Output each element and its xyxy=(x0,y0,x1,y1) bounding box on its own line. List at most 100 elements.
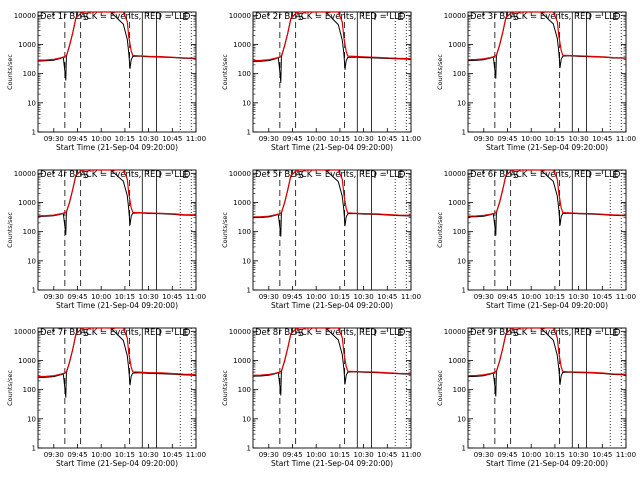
y-tick-label: 10 xyxy=(27,415,36,423)
y-tick-label: 100 xyxy=(23,386,36,394)
y-tick-label: 1000 xyxy=(448,41,466,49)
plot-frame xyxy=(252,11,412,133)
flag-mark-label: S xyxy=(83,12,89,23)
flag-mark-label: E xyxy=(397,328,403,339)
y-tick-label: 1000 xyxy=(448,199,466,207)
flag-mark-label: E xyxy=(182,12,188,23)
y-tick-label: 1000 xyxy=(233,41,251,49)
y-tick-label: 100 xyxy=(238,386,251,394)
lld-series-line xyxy=(37,11,197,61)
x-tick-label: 10:00 xyxy=(521,451,541,459)
y-tick-label: 1000 xyxy=(233,357,251,365)
flag-mark-label: I xyxy=(589,170,592,181)
x-tick-label: 10:15 xyxy=(330,135,350,143)
x-tick-label: 10:00 xyxy=(306,451,326,459)
x-axis-label: Start Time (21-Sep-04 09:20:00) xyxy=(56,301,178,310)
y-tick-label: 10000 xyxy=(444,328,466,336)
y-tick-label: 1000 xyxy=(18,41,36,49)
events-series-line xyxy=(37,327,197,398)
x-tick-label: 09:45 xyxy=(282,135,302,143)
y-tick-label: 10000 xyxy=(229,328,251,336)
x-tick-label: 09:30 xyxy=(44,135,64,143)
x-tick-label: 10:30 xyxy=(569,451,589,459)
y-tick-label: 10 xyxy=(457,415,466,423)
flag-mark-label: I xyxy=(374,328,377,339)
lld-series-line xyxy=(467,327,627,377)
events-series-line xyxy=(252,11,412,83)
plot-frame xyxy=(252,327,412,449)
x-axis-label: Start Time (21-Sep-04 09:20:00) xyxy=(271,143,393,152)
y-tick-label: 10 xyxy=(242,99,251,107)
y-tick-label: 1 xyxy=(247,129,251,137)
x-tick-label: 11:00 xyxy=(616,451,636,459)
flag-mark-label: S xyxy=(298,170,304,181)
flag-mark-label: S xyxy=(298,328,304,339)
x-tick-label: 10:30 xyxy=(354,451,374,459)
x-tick-label: 10:30 xyxy=(139,293,159,301)
x-tick-label: 10:15 xyxy=(115,135,135,143)
flag-mark-label: E xyxy=(612,170,618,181)
x-tick-label: 10:00 xyxy=(521,293,541,301)
flag-mark-label: I xyxy=(589,12,592,23)
x-tick-label: 09:45 xyxy=(67,451,87,459)
x-tick-label: 11:00 xyxy=(186,293,206,301)
flag-mark-label: I xyxy=(159,12,162,23)
lld-series-line xyxy=(467,11,627,61)
x-tick-label: 10:30 xyxy=(569,135,589,143)
y-tick-label: 10 xyxy=(242,415,251,423)
flag-mark-label: S xyxy=(513,12,519,23)
y-tick-label: 100 xyxy=(23,228,36,236)
y-axis-label: Counts/sec xyxy=(6,54,14,90)
y-tick-label: 1000 xyxy=(18,199,36,207)
y-axis-label: Counts/sec xyxy=(436,212,444,248)
y-tick-label: 10000 xyxy=(14,12,36,20)
x-axis-label: Start Time (21-Sep-04 09:20:00) xyxy=(486,301,608,310)
x-tick-label: 10:00 xyxy=(91,293,111,301)
x-tick-label: 10:15 xyxy=(545,293,565,301)
x-tick-label: 10:30 xyxy=(139,451,159,459)
flag-mark-label: S xyxy=(83,170,89,181)
y-axis-label: Counts/sec xyxy=(221,212,229,248)
plot-frame xyxy=(37,169,197,291)
y-tick-label: 10000 xyxy=(14,170,36,178)
y-tick-label: 10 xyxy=(457,99,466,107)
x-tick-label: 10:45 xyxy=(377,293,397,301)
y-tick-label: 100 xyxy=(238,70,251,78)
flag-mark-label: S xyxy=(513,328,519,339)
x-tick-label: 10:00 xyxy=(91,135,111,143)
x-tick-label: 09:30 xyxy=(474,135,494,143)
x-tick-label: 10:15 xyxy=(330,293,350,301)
chart-title: Det 6r BLACK = Events, RED = LLD xyxy=(470,170,621,180)
y-tick-label: 1 xyxy=(462,445,466,453)
x-tick-label: 10:00 xyxy=(91,451,111,459)
y-tick-label: 10 xyxy=(27,99,36,107)
x-tick-label: 09:30 xyxy=(474,293,494,301)
x-tick-label: 09:30 xyxy=(44,293,64,301)
x-tick-label: 09:30 xyxy=(259,451,279,459)
y-tick-label: 100 xyxy=(453,70,466,78)
x-tick-label: 10:45 xyxy=(592,451,612,459)
plot-frame xyxy=(37,327,197,449)
x-tick-label: 11:00 xyxy=(401,451,421,459)
flag-mark-label: S xyxy=(298,12,304,23)
flag-mark-label: E xyxy=(397,170,403,181)
plot-frame xyxy=(467,169,627,291)
x-tick-label: 10:15 xyxy=(545,135,565,143)
x-axis-label: Start Time (21-Sep-04 09:20:00) xyxy=(56,459,178,468)
y-axis-label: Counts/sec xyxy=(6,370,14,406)
lld-series-line xyxy=(252,11,412,62)
y-tick-label: 100 xyxy=(453,228,466,236)
flag-mark-label: I xyxy=(374,12,377,23)
x-axis-label: Start Time (21-Sep-04 09:20:00) xyxy=(271,301,393,310)
x-axis-label: Start Time (21-Sep-04 09:20:00) xyxy=(56,143,178,152)
x-axis-label: Start Time (21-Sep-04 09:20:00) xyxy=(486,143,608,152)
y-tick-label: 1000 xyxy=(448,357,466,365)
x-tick-label: 11:00 xyxy=(186,135,206,143)
